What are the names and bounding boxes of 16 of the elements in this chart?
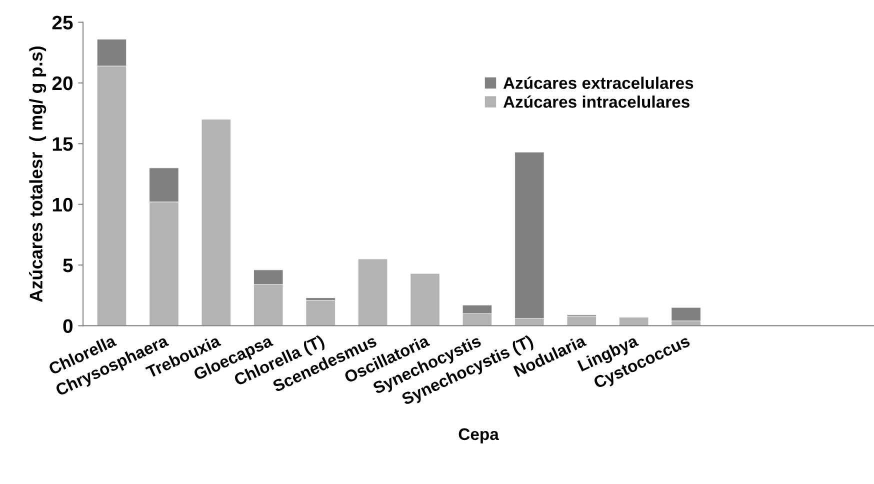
bar [619, 317, 649, 326]
y-tick-label: 0 [63, 319, 73, 333]
bar [306, 300, 336, 326]
legend-label: Azúcares extracelulares [503, 76, 694, 89]
y-tick-label: 25 [52, 16, 73, 30]
y-tick-label: 5 [63, 258, 73, 272]
y-axis-title: Azúcares totalesr ( mg/ g p.s) [29, 46, 46, 302]
legend-label: Azúcares intracelulares [503, 95, 690, 108]
bar [201, 119, 231, 326]
bar [671, 307, 701, 322]
y-tick-label: 15 [52, 137, 73, 151]
bar [358, 258, 388, 326]
x-axis-title: Cepa [458, 428, 499, 444]
y-tick-label: 10 [52, 198, 73, 212]
bar [410, 273, 440, 326]
y-tick-label: 20 [52, 76, 73, 90]
